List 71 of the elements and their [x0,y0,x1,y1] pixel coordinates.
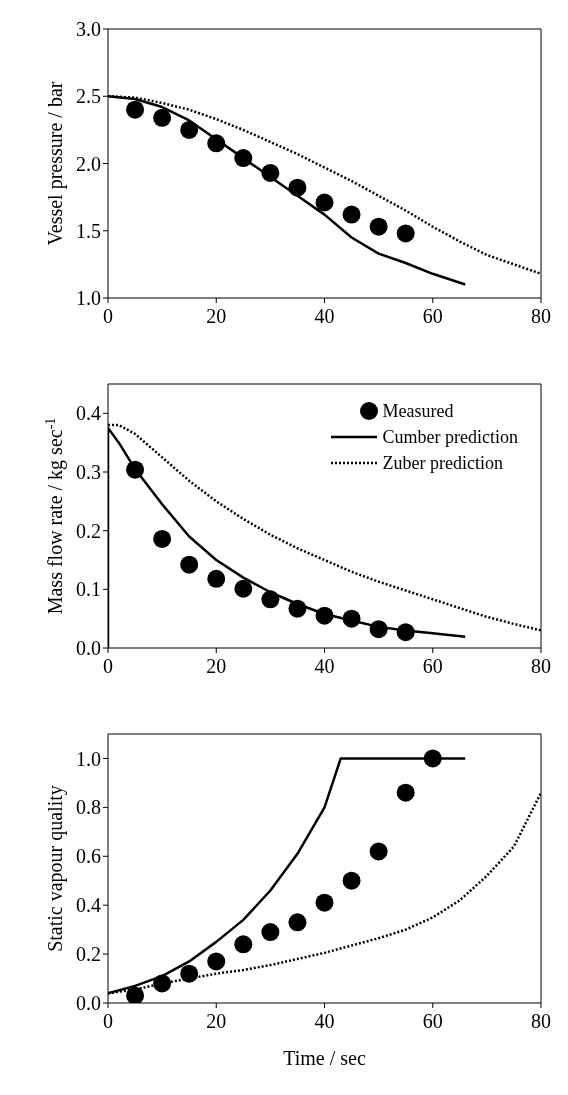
legend-label: Zuber prediction [382,452,503,474]
x-tick-label: 0 [103,655,113,678]
point [288,178,307,197]
y-tick-label: 2.0 [76,152,101,175]
y-tick-label: 0.8 [76,796,101,819]
point [180,964,199,983]
point [180,120,199,139]
point [261,590,280,609]
y-tick-label: 0.0 [76,637,101,660]
x-tick-label: 20 [206,1010,227,1033]
y-tick-label: 1.0 [76,747,101,770]
point [153,529,172,548]
point [234,935,253,954]
x-tick-label: 60 [422,1010,443,1033]
point [234,579,253,598]
legend-label: Measured [382,400,454,422]
x-tick-label: 80 [531,1010,551,1033]
point [288,913,307,932]
x-tick-label: 80 [531,305,551,328]
x-tick-label: 40 [314,305,335,328]
y-tick-label: 0.1 [76,578,101,601]
x-tick-label: 0 [103,305,113,328]
point [180,555,199,574]
y-tick-label: 0.4 [76,402,101,425]
x-tick-label: 20 [206,305,227,328]
x-tick-label: 20 [206,655,227,678]
y-tick-label: 0.3 [76,461,101,484]
point [207,569,226,588]
point [153,974,172,993]
point [153,108,172,127]
point [126,986,145,1003]
y-tick-label: 0.0 [76,992,101,1015]
y-tick-label: 1.0 [76,287,101,310]
point [207,134,226,153]
y-tick-label: 0.6 [76,845,101,868]
point [342,871,361,890]
legend-label: Cumber prediction [382,426,518,448]
point [126,460,145,479]
point [342,609,361,628]
y-tick-label: 1.5 [76,219,101,242]
y-axis-title: Static vapour quality [44,785,67,952]
x-tick-label: 60 [422,655,443,678]
y-tick-label: 0.4 [76,894,101,917]
point [315,893,334,912]
point [126,100,145,119]
point [261,163,280,182]
point [369,217,388,236]
x-tick-label: 40 [314,655,335,678]
y-tick-label: 0.2 [76,519,101,542]
point [396,783,415,802]
x-tick-label: 60 [422,305,443,328]
point [261,923,280,942]
point [234,149,253,168]
point [288,599,307,618]
y-tick-label: 0.2 [76,943,101,966]
point [423,749,442,768]
point [207,952,226,971]
y-tick-label: 2.5 [76,85,101,108]
point [396,224,415,243]
x-tick-label: 80 [531,655,551,678]
point [396,623,415,642]
point [369,620,388,639]
point [315,606,334,625]
x-tick-label: 40 [314,1010,335,1033]
point [342,205,361,224]
y-axis-title: Vessel pressure / bar [44,81,67,246]
y-tick-label: 3.0 [76,18,101,41]
point [315,193,334,212]
x-tick-label: 0 [103,1010,113,1033]
point [369,842,388,861]
x-axis-title: Time / sec [283,1047,366,1069]
